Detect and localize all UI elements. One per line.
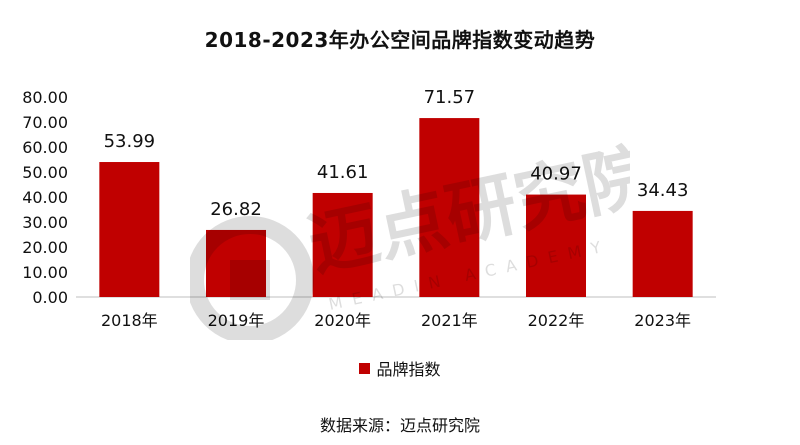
bar bbox=[206, 229, 266, 297]
x-tick-label: 2023年 bbox=[634, 311, 691, 330]
y-tick-label: 70.00 bbox=[22, 113, 68, 132]
chart-title: 2018-2023年办公空间品牌指数变动趋势 bbox=[204, 28, 596, 52]
legend: 品牌指数 bbox=[0, 356, 800, 380]
x-tick-label: 2022年 bbox=[528, 311, 585, 330]
x-tick-label: 2020年 bbox=[314, 311, 371, 330]
bar bbox=[419, 118, 480, 297]
data-label: 41.61 bbox=[317, 162, 369, 183]
bars-group bbox=[99, 118, 693, 297]
source-note: 数据来源：迈点研究院 bbox=[319, 416, 480, 435]
data-label: 40.97 bbox=[530, 164, 582, 185]
bar bbox=[99, 162, 160, 297]
y-tick-label: 60.00 bbox=[22, 138, 68, 157]
data-label: 71.57 bbox=[424, 87, 476, 108]
bar bbox=[526, 194, 586, 297]
y-axis-ticks: 0.00 10.00 20.00 30.00 40.00 50.00 60.00 70.00 8… bbox=[22, 88, 68, 307]
x-tick-label: 2018年 bbox=[101, 311, 158, 330]
y-tick-label: 40.00 bbox=[22, 188, 68, 207]
data-label: 34.43 bbox=[637, 180, 689, 201]
y-tick-label: 30.00 bbox=[22, 213, 68, 232]
y-tick-label: 20.00 bbox=[22, 238, 68, 257]
data-labels-group: 53.99 26.82 41.61 71.57 40.97 34.43 bbox=[104, 87, 689, 220]
legend-label: 品牌指数 bbox=[376, 360, 441, 379]
y-tick-label: 50.00 bbox=[22, 163, 68, 182]
bar bbox=[312, 192, 373, 297]
y-tick-label: 80.00 bbox=[22, 88, 68, 107]
y-tick-label: 10.00 bbox=[22, 263, 68, 282]
x-tick-label: 2021年 bbox=[421, 311, 478, 330]
legend-swatch bbox=[359, 362, 371, 374]
data-label: 26.82 bbox=[210, 199, 262, 220]
bar bbox=[632, 210, 693, 297]
x-tick-label: 2019年 bbox=[208, 311, 265, 330]
data-label: 53.99 bbox=[104, 131, 156, 152]
x-axis-ticks: 2018年 2019年 2020年 2021年 2022年 2023年 bbox=[101, 311, 691, 330]
y-tick-label: 0.00 bbox=[32, 288, 68, 307]
